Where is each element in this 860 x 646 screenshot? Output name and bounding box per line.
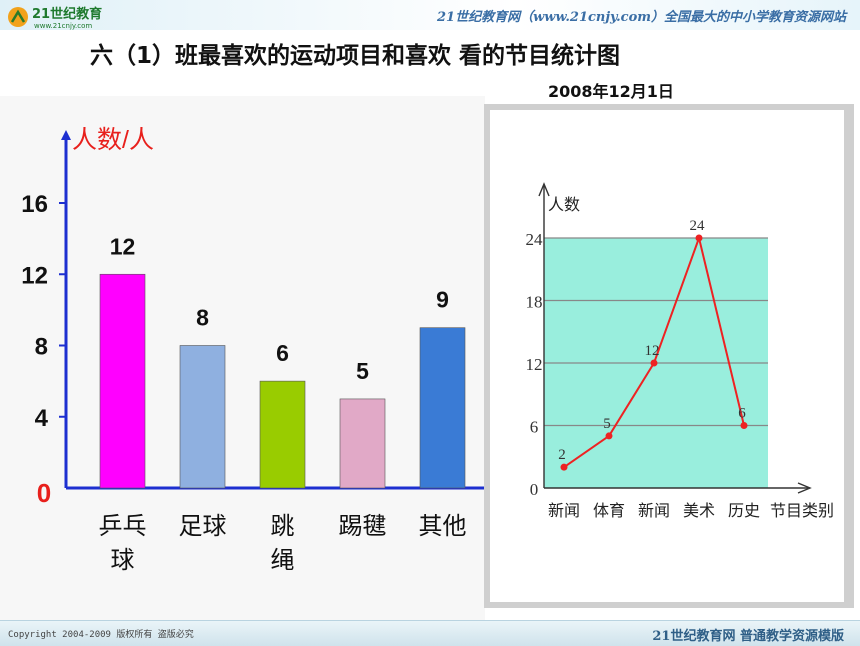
bar-value-label: 6 <box>276 340 289 366</box>
footer-copyright: Copyright 2004-2009 版权所有 盗版必究 <box>8 630 194 640</box>
y-axis-label: 人数 <box>548 196 580 214</box>
x-category-label: 新闻 <box>638 502 670 520</box>
x-category-label: 足球 <box>179 513 227 540</box>
line-chart-frame: 0 6 12 18 24 人数 节目类别 新闻 体育 新闻 美术 历史 2 5 12 24 6 <box>490 110 844 602</box>
x-category-label: 其他 <box>419 513 467 540</box>
bar-value-label: 9 <box>436 287 449 313</box>
y-axis-label: 人数/人 <box>72 126 154 154</box>
logo-url: www.21cnjy.com <box>34 22 92 30</box>
x-category-label: 美术 <box>683 502 715 520</box>
bar <box>419 327 466 489</box>
bar-value-label: 8 <box>196 305 209 331</box>
y-tick-label: 6 <box>530 418 539 437</box>
bar <box>259 380 306 489</box>
x-category-label: 乒乓 <box>99 513 147 540</box>
data-point <box>740 422 748 429</box>
y-axis-arrow <box>538 182 550 197</box>
site-banner: 21世纪教育网（www.21cnjy.com）全国最大的中小学教育资源网站 <box>437 10 846 25</box>
bar-value-label: 5 <box>356 358 369 384</box>
x-category-label: 跳 <box>271 513 295 540</box>
data-point <box>605 432 613 440</box>
point-value-label: 6 <box>738 406 746 422</box>
y-tick-label: 4 <box>35 405 49 432</box>
site-logo: 21世纪教育 www.21cnjy.com <box>8 6 102 30</box>
footer-site-name: 21世纪教育网 普通教学资源模版 <box>652 629 844 644</box>
x-category-label: 绳 <box>271 547 295 574</box>
point-value-label: 12 <box>645 343 660 359</box>
x-category-label: 历史 <box>728 502 760 520</box>
x-axis-arrow <box>797 482 812 494</box>
data-point <box>560 463 568 471</box>
bar <box>179 345 226 489</box>
y-tick-label: 24 <box>526 230 544 249</box>
bar-chart-background <box>0 96 485 620</box>
bar <box>99 273 146 489</box>
bar-value-label: 12 <box>110 233 136 259</box>
header-band: 21世纪教育 www.21cnjy.com 21世纪教育网（www.21cnjy… <box>0 0 860 30</box>
y-tick-label: 0 <box>37 478 51 508</box>
point-value-label: 2 <box>558 447 566 463</box>
point-value-label: 5 <box>603 416 611 432</box>
y-tick-label: 16 <box>21 191 48 218</box>
y-axis-arrow <box>61 130 71 140</box>
logo-text: 21世纪教育 <box>32 6 102 22</box>
footer: Copyright 2004-2009 版权所有 盗版必究 21世纪教育网 普通… <box>0 620 860 646</box>
page-title: 六（1）班最喜欢的运动项目和喜欢 看的节目统计图 <box>90 43 621 69</box>
data-point <box>695 234 703 242</box>
point-value-label: 24 <box>690 218 706 234</box>
x-category-label: 新闻 <box>548 502 580 520</box>
bar <box>339 398 386 489</box>
y-tick-label: 8 <box>35 334 48 361</box>
x-axis-label: 节目类别 <box>770 502 834 520</box>
x-category-label: 踢毽 <box>339 513 387 540</box>
y-tick-label: 12 <box>21 262 48 289</box>
y-tick-label: 0 <box>530 480 539 499</box>
x-category-label: 球 <box>111 547 135 574</box>
data-point <box>650 359 658 367</box>
y-tick-label: 18 <box>526 293 543 312</box>
bar-chart: 人数/人 0 4 8 12 16 12 乒乓球 8 足球 6 跳绳 5 踢毽 9 其他 <box>21 126 485 574</box>
line-chart-panel: 0 6 12 18 24 人数 节目类别 新闻 体育 新闻 美术 历史 2 5 12 24 6 <box>484 104 854 608</box>
x-category-label: 体育 <box>593 502 625 520</box>
chart-date: 2008年12月1日 <box>548 82 674 101</box>
y-tick-label: 12 <box>526 355 543 374</box>
